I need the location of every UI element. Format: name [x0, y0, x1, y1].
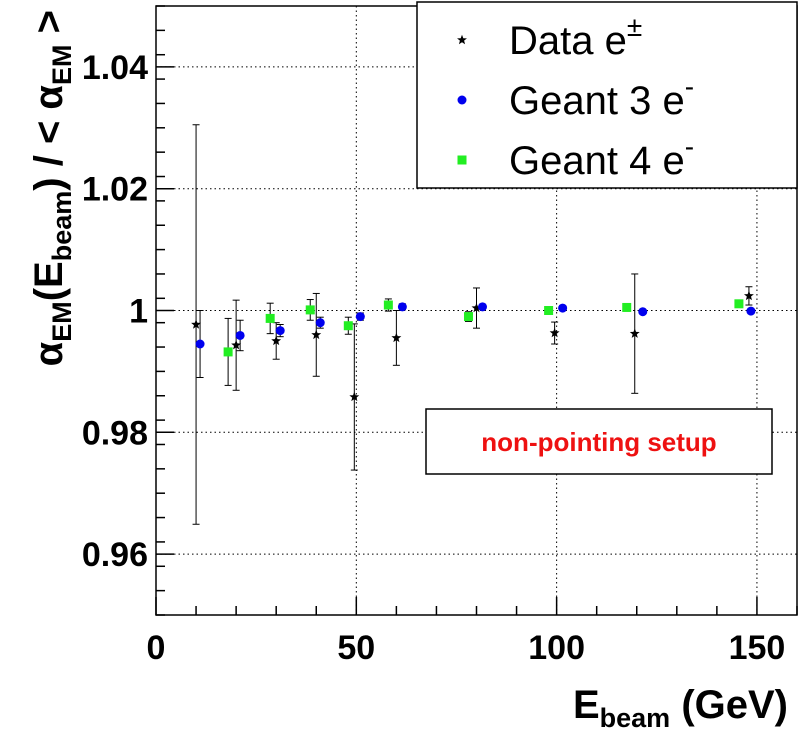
data-point-square	[463, 312, 473, 322]
axis-ticks: 0 50 100 150 0.96 0.98 1 1.02 1.04	[82, 5, 798, 667]
y-axis-title-p3: >	[27, 10, 71, 44]
x-axis-title-rest: (GeV)	[670, 683, 788, 727]
data-point-star	[231, 340, 242, 350]
data-point-star	[271, 335, 282, 346]
y-axis-title-alpha2: α	[27, 85, 71, 110]
series-square	[223, 298, 744, 386]
data-point-circle	[478, 302, 488, 312]
data-point-circle	[355, 312, 365, 322]
series-star	[191, 124, 754, 525]
y-axis-title-p1: (E	[27, 261, 71, 301]
legend-entry: Data e±	[457, 11, 642, 63]
legend-label: Data e±	[509, 11, 642, 63]
y-tick-label: 0.98	[82, 414, 148, 452]
y-axis-title: αEM(Ebeam) / < αEM >	[27, 10, 77, 366]
y-axis-title-sub3: EM	[47, 44, 77, 85]
y-axis-title-alpha: α	[27, 341, 71, 366]
legend-label-sup: -	[685, 71, 694, 102]
data-point-square	[457, 155, 467, 165]
legend-entry: Geant 3 e-	[457, 71, 694, 123]
y-tick-label: 1.04	[82, 49, 148, 87]
legend-label-sup: ±	[627, 11, 642, 42]
data-point-star	[471, 302, 482, 313]
series-circle	[195, 302, 756, 378]
legend-box	[416, 1, 798, 189]
y-tick-label: 1	[129, 293, 148, 331]
legend-items: Data e±Geant 3 e-Geant 4 e-	[457, 11, 694, 183]
x-axis-title-sub: beam	[600, 703, 671, 733]
y-axis-title-sub1: EM	[47, 301, 77, 342]
y-tick-label: 0.96	[82, 536, 148, 574]
y-tick-label: 1.02	[82, 171, 148, 209]
x-tick-label: 100	[528, 629, 585, 667]
x-tick-label: 50	[337, 629, 375, 667]
annotation: non-pointing setup	[425, 408, 773, 475]
data-point-star	[549, 327, 560, 338]
data-point-circle	[315, 318, 325, 328]
data-point-star	[349, 391, 360, 402]
legend-label-sup: -	[685, 131, 694, 162]
data-point-circle	[195, 339, 205, 349]
legend-label-name: Geant 4 e	[509, 139, 685, 183]
data-point-circle	[457, 95, 467, 105]
data-point-star	[311, 329, 322, 340]
annotation-box	[425, 408, 773, 475]
data-point-square	[343, 321, 353, 331]
legend-label: Geant 3 e-	[509, 71, 694, 123]
data-point-circle	[235, 330, 245, 340]
legend-label: Geant 4 e-	[509, 131, 694, 183]
data-point-square	[383, 300, 393, 310]
x-tick-label: 0	[147, 629, 166, 667]
x-tick-label: 150	[729, 629, 786, 667]
data-point-star	[743, 290, 754, 301]
legend-label-name: Geant 3 e	[509, 79, 685, 123]
data-point-star	[391, 332, 402, 343]
y-axis-title-sub2: beam	[47, 191, 77, 262]
x-axis-title-main: E	[573, 683, 600, 727]
data-point-circle	[746, 306, 756, 316]
data-point-circle	[558, 303, 568, 313]
data-point-star	[191, 319, 202, 329]
annotation-text: non-pointing setup	[481, 427, 716, 457]
data-point-square	[734, 299, 744, 309]
data-point-square	[622, 302, 632, 312]
data-point-circle	[638, 307, 648, 317]
data-point-star	[457, 34, 467, 45]
legend: Data e±Geant 3 e-Geant 4 e-	[416, 1, 798, 189]
data-point-square	[265, 313, 275, 323]
series-layer	[191, 124, 756, 525]
legend-entry: Geant 4 e-	[457, 131, 694, 183]
data-point-square	[305, 305, 315, 315]
data-point-star	[629, 328, 640, 338]
data-point-circle	[397, 302, 407, 312]
legend-label-name: Data e	[509, 19, 627, 63]
data-point-circle	[275, 326, 285, 336]
x-axis-title: Ebeam (GeV)	[573, 683, 788, 733]
data-point-square	[544, 306, 554, 315]
y-axis-title-p2: ) / <	[27, 110, 71, 191]
data-point-square	[223, 347, 233, 357]
